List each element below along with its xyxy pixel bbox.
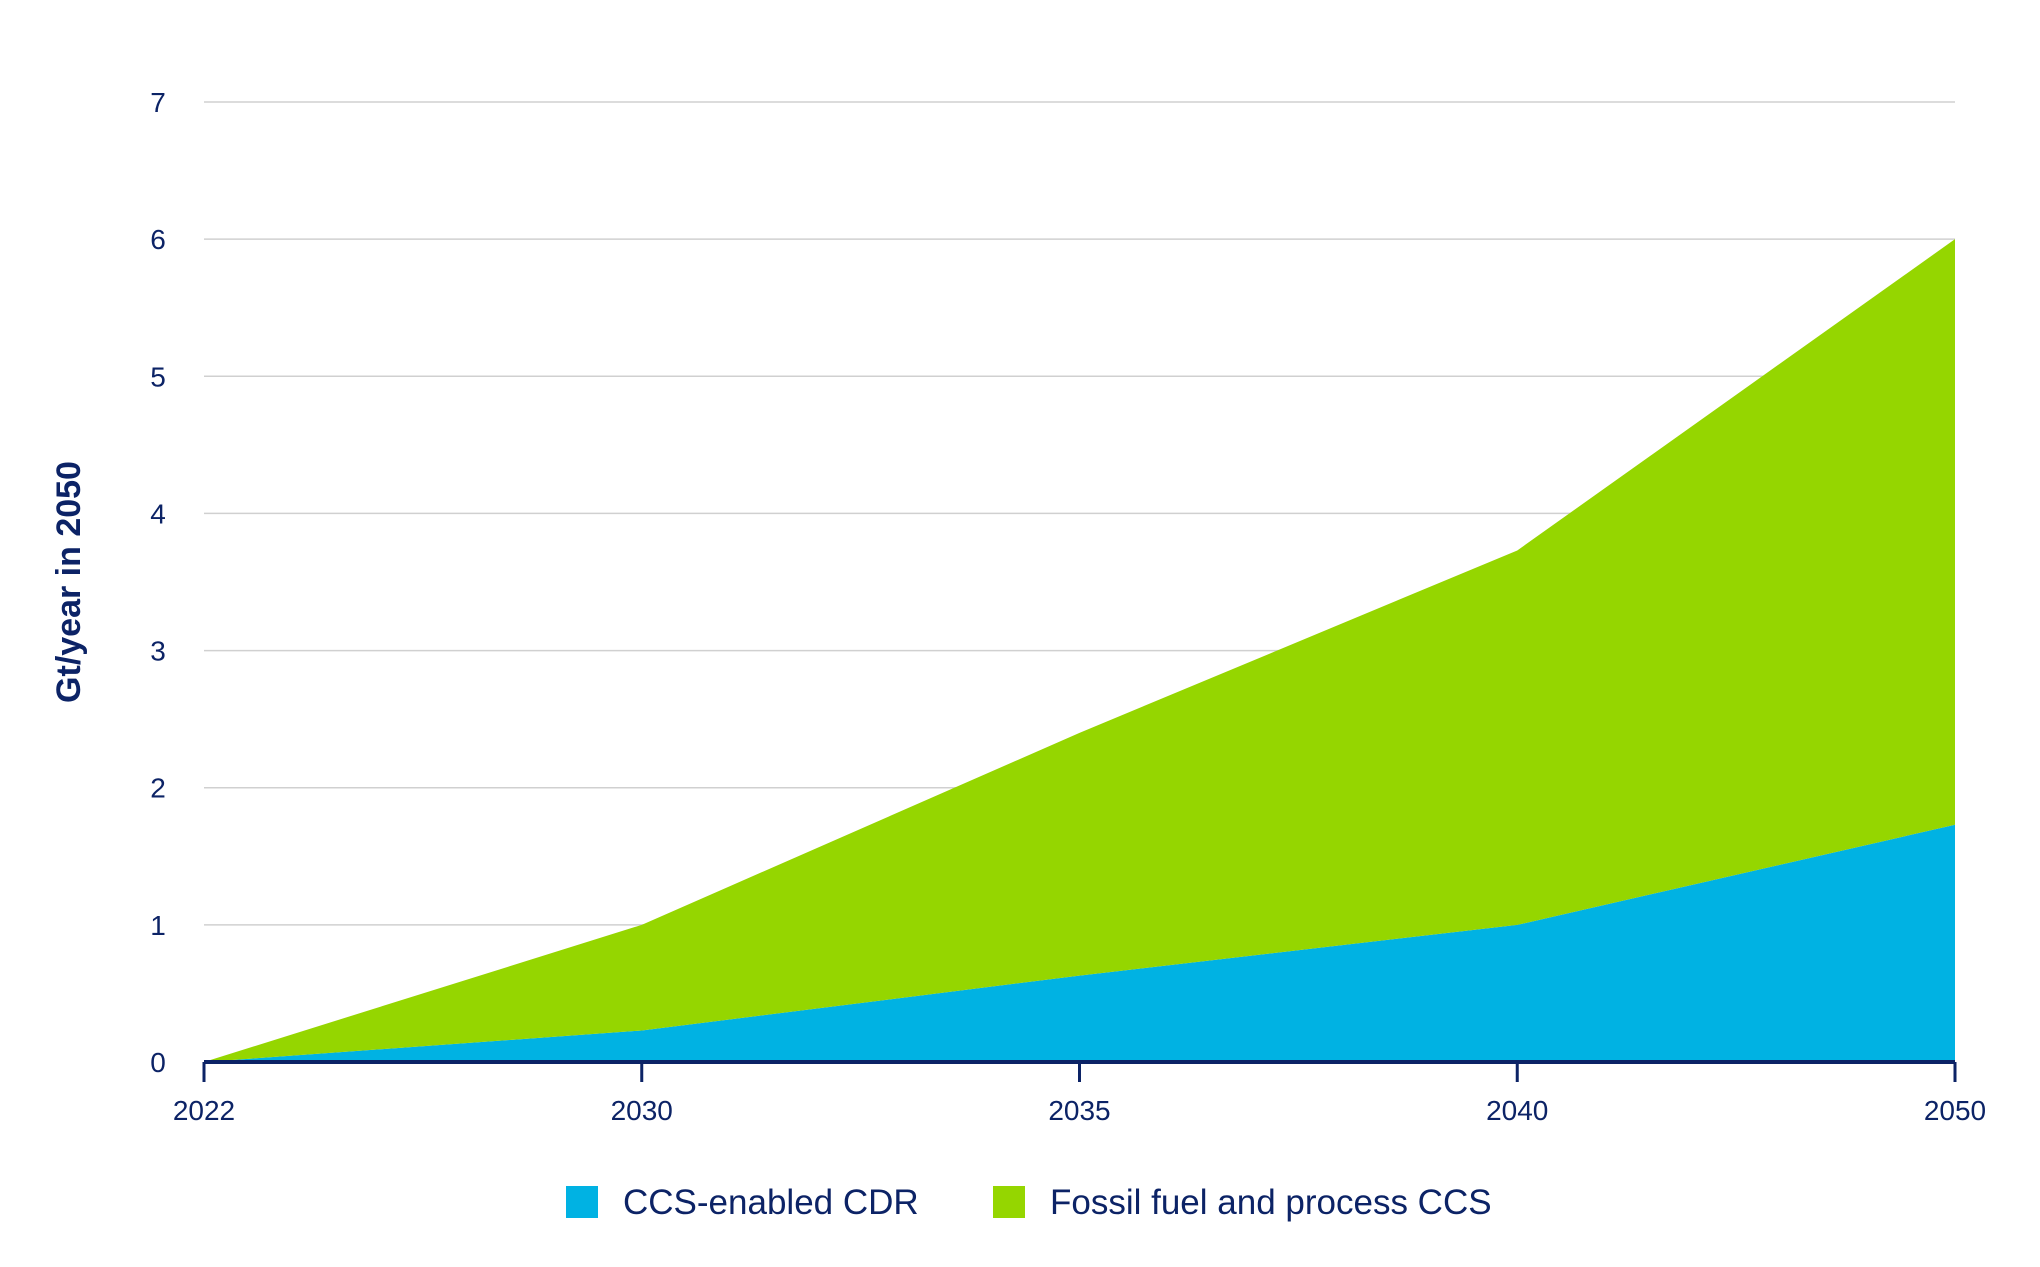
y-tick-labels: 0 1 2 3 4 5 6 7 [150, 87, 166, 1078]
y-tick-label: 4 [150, 498, 166, 529]
legend-swatch [993, 1186, 1025, 1218]
legend-label: Fossil fuel and process CCS [1050, 1183, 1492, 1222]
x-tick-label: 2022 [173, 1095, 235, 1126]
x-tick-label: 2030 [611, 1095, 673, 1126]
y-tick-label: 0 [150, 1047, 166, 1078]
legend: CCS-enabled CDR Fossil fuel and process C… [566, 1183, 1492, 1222]
area-fossil-fuel-and-process-ccs [204, 239, 1955, 1063]
gridlines [204, 101, 1955, 926]
areas [204, 239, 1955, 1063]
legend-swatch [566, 1186, 598, 1218]
x-tick-labels: 2022 2030 2035 2040 2050 [173, 1095, 1986, 1126]
y-tick-label: 1 [150, 910, 166, 941]
y-tick-label: 6 [150, 224, 166, 255]
y-axis-label: Gt/year in 2050 [50, 461, 88, 703]
y-tick-label: 3 [150, 636, 166, 667]
x-tick-label: 2050 [1924, 1095, 1986, 1126]
x-tick-label: 2040 [1486, 1095, 1548, 1126]
y-tick-label: 7 [150, 87, 166, 118]
legend-label: CCS-enabled CDR [623, 1183, 919, 1222]
area-ccs-enabled-cdr [204, 824, 1955, 1062]
y-tick-label: 5 [150, 361, 166, 392]
x-tick-label: 2035 [1048, 1095, 1110, 1126]
y-tick-label: 2 [150, 773, 166, 804]
axes [202, 1060, 1957, 1082]
